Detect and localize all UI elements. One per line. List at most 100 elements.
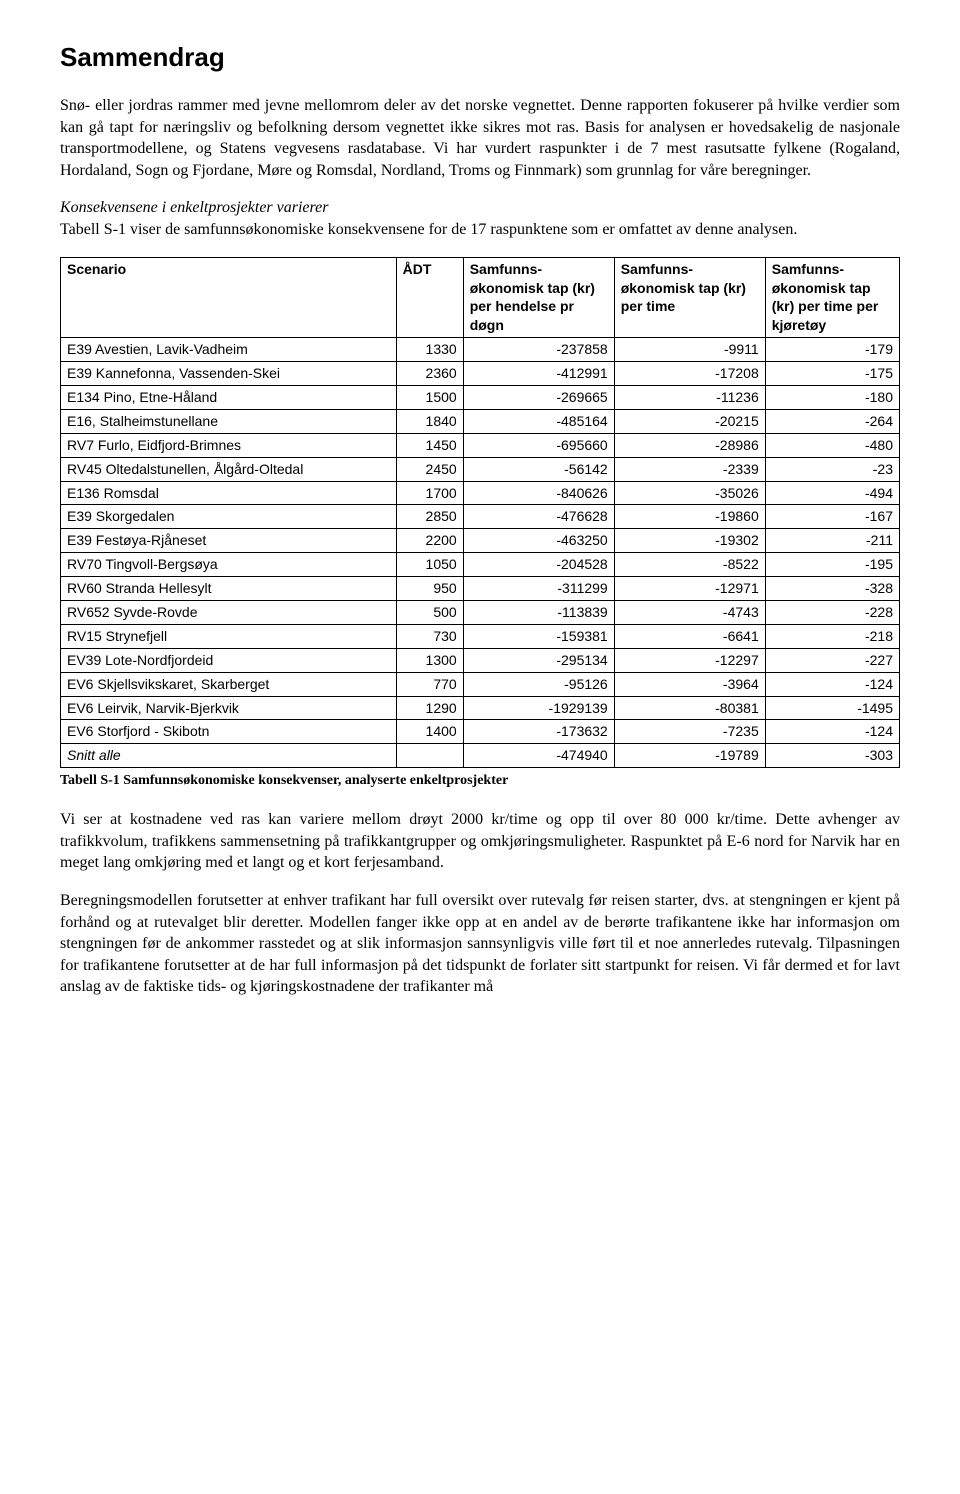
table-cell: RV7 Furlo, Eidfjord-Brimnes bbox=[61, 433, 397, 457]
table-cell: E16, Stalheimstunellane bbox=[61, 409, 397, 433]
table-cell: 770 bbox=[396, 672, 463, 696]
table-cell: -11236 bbox=[614, 386, 765, 410]
table-cell: -6641 bbox=[614, 624, 765, 648]
table-cell: -494 bbox=[765, 481, 899, 505]
table-row: EV6 Skjellsvikskaret, Skarberget770-9512… bbox=[61, 672, 900, 696]
table-cell: -23 bbox=[765, 457, 899, 481]
table-row: E39 Festøya-Rjåneset2200-463250-19302-21… bbox=[61, 529, 900, 553]
table-cell: 2360 bbox=[396, 362, 463, 386]
analysis-paragraph-1: Vi ser at kostnadene ved ras kan variere… bbox=[60, 809, 900, 874]
table-cell: -480 bbox=[765, 433, 899, 457]
table-row: E39 Skorgedalen2850-476628-19860-167 bbox=[61, 505, 900, 529]
table-cell: -1929139 bbox=[463, 696, 614, 720]
table-cell: 1700 bbox=[396, 481, 463, 505]
table-cell: -56142 bbox=[463, 457, 614, 481]
table-cell: -167 bbox=[765, 505, 899, 529]
table-cell: -218 bbox=[765, 624, 899, 648]
table-cell: E134 Pino, Etne-Håland bbox=[61, 386, 397, 410]
table-cell: -195 bbox=[765, 553, 899, 577]
header-scenario: Scenario bbox=[61, 257, 397, 338]
table-cell: -3964 bbox=[614, 672, 765, 696]
table-cell: -228 bbox=[765, 601, 899, 625]
subsection-text: Tabell S-1 viser de samfunnsøkonomiske k… bbox=[60, 221, 797, 238]
table-cell: -1495 bbox=[765, 696, 899, 720]
table-cell: 1840 bbox=[396, 409, 463, 433]
table-cell: -19789 bbox=[614, 744, 765, 768]
analysis-paragraph-2: Beregningsmodellen forutsetter at enhver… bbox=[60, 890, 900, 998]
table-cell: -9911 bbox=[614, 338, 765, 362]
table-cell: EV6 Storfjord - Skibotn bbox=[61, 720, 397, 744]
table-cell: -180 bbox=[765, 386, 899, 410]
table-cell: -80381 bbox=[614, 696, 765, 720]
table-cell: -173632 bbox=[463, 720, 614, 744]
table-cell: -295134 bbox=[463, 648, 614, 672]
table-row: E39 Avestien, Lavik-Vadheim1330-237858-9… bbox=[61, 338, 900, 362]
table-cell bbox=[396, 744, 463, 768]
table-row: RV15 Strynefjell730-159381-6641-218 bbox=[61, 624, 900, 648]
table-cell: E136 Romsdal bbox=[61, 481, 397, 505]
table-row: RV60 Stranda Hellesylt950-311299-12971-3… bbox=[61, 577, 900, 601]
table-cell: 2200 bbox=[396, 529, 463, 553]
table-row: E134 Pino, Etne-Håland1500-269665-11236-… bbox=[61, 386, 900, 410]
header-col1: Samfunns-økonomisk tap (kr) per hendelse… bbox=[463, 257, 614, 338]
table-header-row: Scenario ÅDT Samfunns-økonomisk tap (kr)… bbox=[61, 257, 900, 338]
table-cell: RV652 Syvde-Rovde bbox=[61, 601, 397, 625]
table-cell: -303 bbox=[765, 744, 899, 768]
table-cell: EV6 Leirvik, Narvik-Bjerkvik bbox=[61, 696, 397, 720]
table-row: E39 Kannefonna, Vassenden-Skei2360-41299… bbox=[61, 362, 900, 386]
table-cell: -12297 bbox=[614, 648, 765, 672]
table-cell: -311299 bbox=[463, 577, 614, 601]
table-row: E136 Romsdal1700-840626-35026-494 bbox=[61, 481, 900, 505]
table-cell: E39 Kannefonna, Vassenden-Skei bbox=[61, 362, 397, 386]
table-cell: -19860 bbox=[614, 505, 765, 529]
table-cell: -476628 bbox=[463, 505, 614, 529]
table-cell: 500 bbox=[396, 601, 463, 625]
table-cell: -204528 bbox=[463, 553, 614, 577]
table-row: RV7 Furlo, Eidfjord-Brimnes1450-695660-2… bbox=[61, 433, 900, 457]
table-cell: RV70 Tingvoll-Bergsøya bbox=[61, 553, 397, 577]
table-cell: E39 Skorgedalen bbox=[61, 505, 397, 529]
table-cell: EV39 Lote-Nordfjordeid bbox=[61, 648, 397, 672]
table-cell: E39 Avestien, Lavik-Vadheim bbox=[61, 338, 397, 362]
table-row: EV6 Storfjord - Skibotn1400-173632-7235-… bbox=[61, 720, 900, 744]
table-cell: -113839 bbox=[463, 601, 614, 625]
subsection-paragraph: Konsekvensene i enkeltprosjekter variere… bbox=[60, 197, 900, 240]
table-cell: -35026 bbox=[614, 481, 765, 505]
table-cell: 950 bbox=[396, 577, 463, 601]
table-cell: -28986 bbox=[614, 433, 765, 457]
table-cell: 1050 bbox=[396, 553, 463, 577]
table-row: RV70 Tingvoll-Bergsøya1050-204528-8522-1… bbox=[61, 553, 900, 577]
header-col3: Samfunns-økonomisk tap (kr) per time per… bbox=[765, 257, 899, 338]
table-cell: RV15 Strynefjell bbox=[61, 624, 397, 648]
table-cell: 1450 bbox=[396, 433, 463, 457]
table-cell: E39 Festøya-Rjåneset bbox=[61, 529, 397, 553]
table-cell: -211 bbox=[765, 529, 899, 553]
table-caption: Tabell S-1 Samfunnsøkonomiske konsekvens… bbox=[60, 772, 900, 791]
table-cell: -237858 bbox=[463, 338, 614, 362]
table-cell: -412991 bbox=[463, 362, 614, 386]
table-cell: 1500 bbox=[396, 386, 463, 410]
table-cell: -12971 bbox=[614, 577, 765, 601]
table-cell: -124 bbox=[765, 720, 899, 744]
table-cell: EV6 Skjellsvikskaret, Skarberget bbox=[61, 672, 397, 696]
table-cell: -463250 bbox=[463, 529, 614, 553]
intro-paragraph: Snø- eller jordras rammer med jevne mell… bbox=[60, 95, 900, 181]
header-adt: ÅDT bbox=[396, 257, 463, 338]
table-cell: -159381 bbox=[463, 624, 614, 648]
table-cell: 2450 bbox=[396, 457, 463, 481]
table-cell: -8522 bbox=[614, 553, 765, 577]
table-cell: RV45 Oltedalstunellen, Ålgård-Oltedal bbox=[61, 457, 397, 481]
table-row: RV45 Oltedalstunellen, Ålgård-Oltedal245… bbox=[61, 457, 900, 481]
table-cell: -485164 bbox=[463, 409, 614, 433]
table-body: E39 Avestien, Lavik-Vadheim1330-237858-9… bbox=[61, 338, 900, 768]
table-cell: 1400 bbox=[396, 720, 463, 744]
table-cell: -264 bbox=[765, 409, 899, 433]
table-cell: -95126 bbox=[463, 672, 614, 696]
table-cell: 2850 bbox=[396, 505, 463, 529]
table-row: EV39 Lote-Nordfjordeid1300-295134-12297-… bbox=[61, 648, 900, 672]
table-cell: -695660 bbox=[463, 433, 614, 457]
table-row-summary: Snitt alle-474940-19789-303 bbox=[61, 744, 900, 768]
table-cell: Snitt alle bbox=[61, 744, 397, 768]
table-cell: -269665 bbox=[463, 386, 614, 410]
table-cell: -20215 bbox=[614, 409, 765, 433]
